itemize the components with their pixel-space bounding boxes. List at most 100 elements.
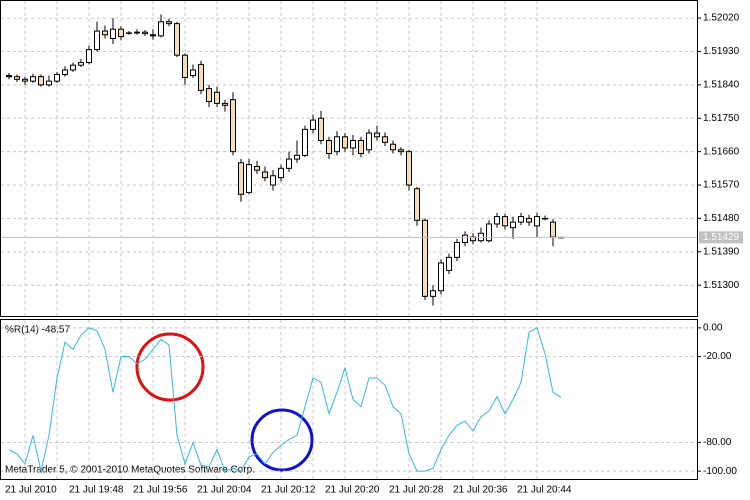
candle-body [502, 216, 508, 227]
y-tick-label: 1.51570 [703, 180, 740, 191]
candle-body [150, 34, 156, 37]
candle-body [230, 99, 236, 153]
y-tick-label: 1.51750 [703, 113, 740, 124]
candle-body [270, 175, 276, 186]
x-tick-label: 21 Jul 20:12 [261, 485, 316, 496]
candle-body [342, 136, 348, 149]
candle-body [526, 217, 532, 223]
candle-body [46, 80, 52, 86]
candle-body [246, 164, 252, 193]
last-price-label: 1.51429 [703, 232, 740, 243]
candle-body [142, 31, 148, 35]
candle-body [406, 151, 412, 186]
candle-body [182, 54, 188, 78]
candle-body [550, 221, 556, 238]
candle-body [54, 73, 60, 82]
candle-body [62, 69, 68, 75]
candle-body [486, 223, 492, 242]
y-tick-label: 1.51840 [703, 79, 740, 90]
candle-body [294, 154, 300, 160]
candle-body [222, 102, 228, 106]
y-tick-label: 1.51300 [703, 280, 740, 291]
candle-body [374, 132, 380, 138]
candle-body [86, 49, 92, 64]
last-price-box [699, 231, 743, 244]
x-tick-label: 21 Jul 20:20 [325, 485, 380, 496]
candle-body [262, 171, 268, 179]
y-tick-label: 1.51390 [703, 246, 740, 257]
candle-body [6, 75, 12, 78]
y-tick-label: 1.51660 [703, 146, 740, 157]
candle-body [542, 217, 548, 220]
candle-body [78, 62, 84, 66]
candle-body [14, 76, 20, 80]
candle-body [206, 88, 212, 103]
candle-body [518, 216, 524, 223]
candle-body [126, 32, 132, 34]
x-tick-label: 21 Jul 20:28 [389, 485, 444, 496]
red-circle [135, 332, 205, 402]
candle-body [494, 216, 500, 225]
candle-body [214, 91, 220, 104]
y-tick-label: 1.51930 [703, 46, 740, 57]
y-tick-label: -80.00 [703, 437, 732, 448]
candle-body [278, 167, 284, 179]
x-tick-label: 21 Jul 19:48 [69, 485, 124, 496]
candle-body [286, 158, 292, 169]
x-tick-label: 21 Jul 20:44 [517, 485, 572, 496]
candle-body [158, 21, 164, 37]
candle-body [30, 76, 36, 82]
candle-body [398, 149, 404, 153]
candle-body [174, 23, 180, 56]
x-tick-label: 21 Jul 20:04 [197, 485, 252, 496]
indicator-panel [0, 319, 698, 480]
candle-body [166, 21, 172, 25]
candle-body [454, 242, 460, 258]
candle-body [22, 78, 28, 82]
y-tick-label: 1.52020 [703, 13, 740, 24]
candle-body [430, 290, 436, 297]
watermark: MetaTrader 5, © 2001-2010 MetaQuotes Sof… [5, 465, 255, 476]
vertical-grid [24, 1, 538, 479]
y-tick-label: -20.00 [703, 351, 732, 362]
candle-body [318, 117, 324, 142]
blue-circle [250, 408, 314, 472]
y-tick-label: -100.00 [703, 466, 737, 477]
candle-body [38, 76, 44, 86]
candle-body [438, 262, 444, 292]
candle-body [350, 140, 356, 149]
x-tick-label: 21 Jul 19:56 [133, 485, 188, 496]
y-tick-label: 0.00 [703, 323, 723, 334]
candle-body [446, 256, 452, 271]
candle-body [254, 165, 260, 171]
candle-body [310, 119, 316, 130]
candle-body [534, 216, 540, 227]
candle-body [390, 143, 396, 151]
candle-body [358, 140, 364, 154]
candle-body [110, 28, 116, 39]
r-line [8, 327, 562, 472]
candle-body [414, 188, 420, 221]
candle-body [334, 136, 340, 153]
candle-body [94, 30, 100, 51]
candle-body [302, 128, 308, 156]
candle-body [118, 28, 124, 38]
candle-body [382, 136, 388, 143]
candle-body [134, 31, 140, 34]
x-tick-label: 21 Jul 2010 [5, 485, 57, 496]
candle-body [422, 219, 428, 297]
candle-body [190, 69, 196, 77]
candle-body [366, 132, 372, 151]
main-panel [0, 0, 698, 317]
x-tick-label: 21 Jul 20:36 [453, 485, 508, 496]
candle-body [198, 63, 204, 91]
candle-body [238, 162, 244, 195]
candle-body [102, 30, 108, 36]
y-tick-label: 1.51480 [703, 213, 740, 224]
candle-body [70, 64, 76, 71]
candle-body [462, 234, 468, 244]
candle-body [326, 140, 332, 154]
candle-body [510, 221, 516, 229]
